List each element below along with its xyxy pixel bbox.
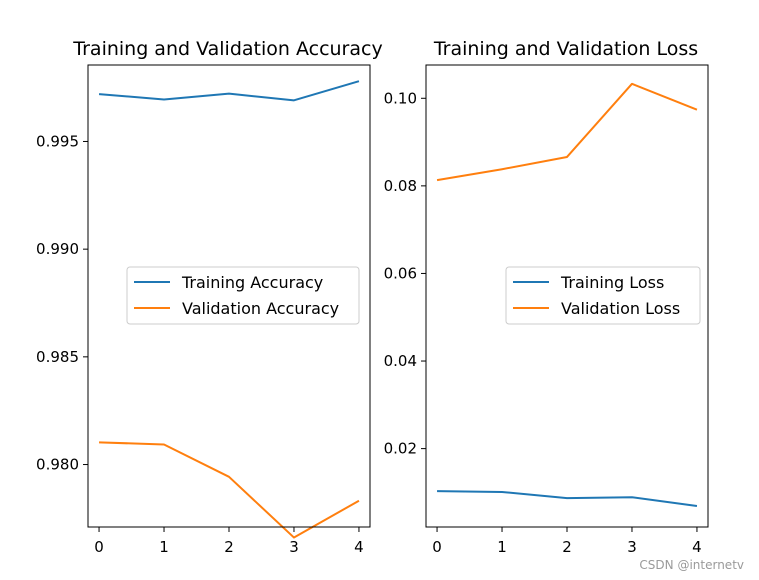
plot-frame xyxy=(87,64,371,528)
legend-box xyxy=(126,266,360,325)
y-tick-label: 0.02 xyxy=(384,440,417,458)
chart-0: Training and Validation Accuracy 0 1 2 3 4 0.9… xyxy=(36,38,383,556)
series-line-0 xyxy=(437,490,698,507)
series-line-1 xyxy=(99,441,360,539)
x-tick-label: 4 xyxy=(692,538,702,556)
y-tick-label: 0.06 xyxy=(384,264,417,282)
legend-label: Training Loss xyxy=(560,273,664,292)
y-tick-label: 0.980 xyxy=(36,456,79,474)
y-tick-label: 0.990 xyxy=(36,240,79,258)
legend-label: Training Accuracy xyxy=(181,273,323,292)
chart-title: Training and Validation Loss xyxy=(433,38,698,60)
y-tick-label: 0.10 xyxy=(384,89,417,107)
plot-frame xyxy=(425,64,709,528)
x-tick-label: 2 xyxy=(224,538,234,556)
legend-label: Validation Accuracy xyxy=(182,299,339,318)
series-line-1 xyxy=(436,82,698,182)
legend: Training Accuracy Validation Accuracy xyxy=(126,266,360,325)
x-tick-label: 0 xyxy=(432,538,442,556)
x-tick-label: 4 xyxy=(354,538,364,556)
x-tick-label: 3 xyxy=(289,538,299,556)
x-tick-label: 1 xyxy=(497,538,507,556)
legend-box xyxy=(505,266,701,325)
watermark: CSDN @internetv xyxy=(639,558,744,572)
y-tick-label: 0.995 xyxy=(36,132,79,150)
x-tick-label: 0 xyxy=(94,538,104,556)
y-tick-label: 0.04 xyxy=(384,352,417,370)
legend: Training Loss Validation Loss xyxy=(505,266,701,325)
legend-label: Validation Loss xyxy=(561,299,680,318)
y-tick-label: 0.08 xyxy=(384,177,417,195)
y-tick-label: 0.985 xyxy=(36,348,79,366)
x-tick-label: 1 xyxy=(159,538,169,556)
series-line-0 xyxy=(98,80,360,102)
chart-1: Training and Validation Loss 0 1 2 3 4 0.02 0.0… xyxy=(384,38,709,556)
x-tick-label: 3 xyxy=(627,538,637,556)
chart-title: Training and Validation Accuracy xyxy=(72,38,382,60)
x-tick-label: 2 xyxy=(562,538,572,556)
